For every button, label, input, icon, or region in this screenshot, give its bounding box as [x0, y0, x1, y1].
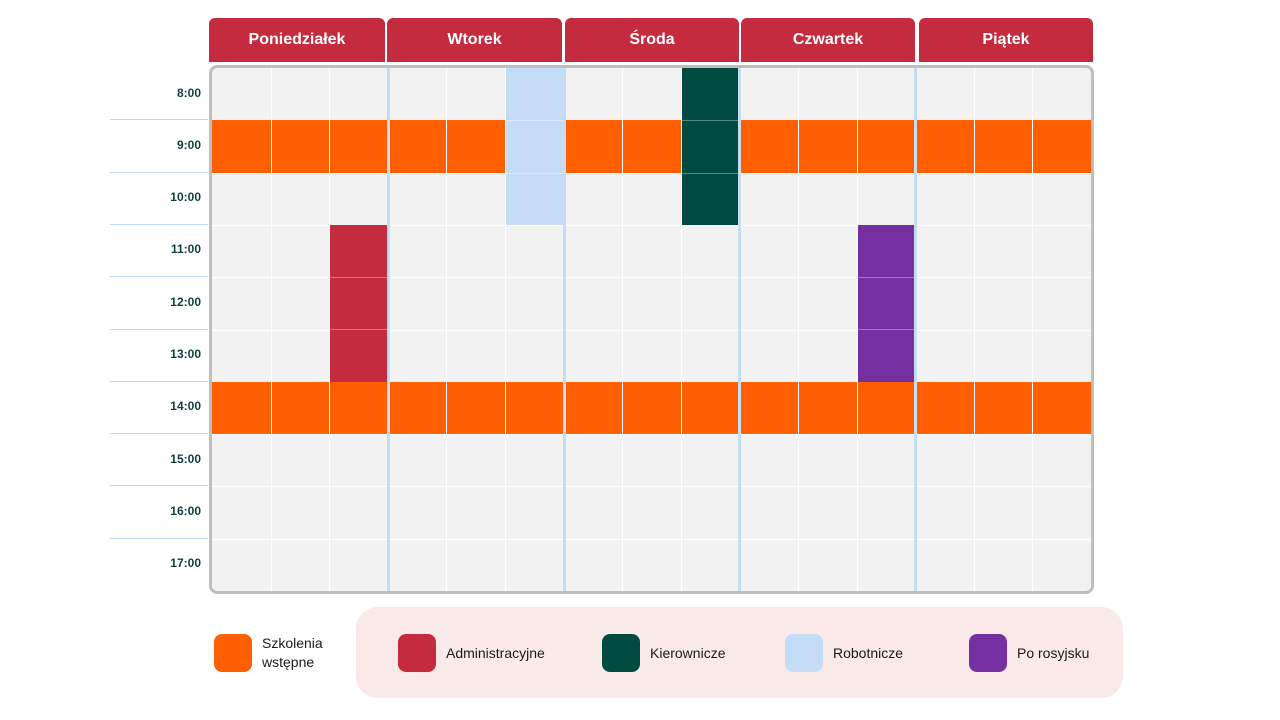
time-separator	[110, 485, 208, 487]
legend-item-robotnicze: Robotnicze	[785, 634, 903, 672]
block-segment-line	[680, 172, 740, 174]
event-block-szkolenia[interactable]	[212, 120, 1091, 173]
time-label: 17:00	[170, 556, 201, 571]
time-label: 11:00	[170, 242, 201, 257]
day-header-1: Wtorek	[387, 18, 562, 62]
day-divider	[914, 68, 918, 591]
grid-row-line	[212, 277, 1091, 279]
legend-label: Administracyjne	[446, 644, 545, 661]
grid-col-line	[798, 68, 799, 591]
grid-col-line	[856, 68, 858, 591]
time-label: 16:00	[170, 503, 201, 518]
event-block-po_rosyjsku[interactable]	[856, 224, 916, 382]
legend-swatch-icon	[398, 634, 436, 672]
time-label: 10:00	[170, 190, 201, 205]
day-header-0: Poniedziałek	[209, 18, 385, 62]
block-segment-line	[856, 277, 916, 279]
legend-item-kierownicze: Kierownicze	[602, 634, 725, 672]
grid-col-line	[973, 68, 975, 591]
grid-row-line	[212, 224, 1091, 226]
time-separator	[110, 119, 208, 121]
grid-row-line	[212, 486, 1091, 488]
grid-row-line	[212, 172, 1091, 174]
legend-swatch-icon	[785, 634, 823, 672]
block-segment-line	[505, 120, 564, 122]
time-separator	[110, 380, 208, 382]
grid-col-line	[446, 68, 448, 591]
time-label: 8:00	[176, 85, 201, 100]
legend-label: Szkolenia wstępne	[262, 635, 323, 670]
time-label: 9:00	[176, 137, 201, 152]
legend-label: Robotnicze	[833, 644, 904, 661]
grid-col-line	[680, 68, 682, 591]
event-block-szkolenia[interactable]	[212, 381, 1091, 435]
grid-row-line	[212, 538, 1091, 540]
block-segment-line	[680, 120, 740, 122]
grid-col-line	[505, 68, 506, 591]
grid-col-line	[1032, 68, 1034, 591]
block-segment-line	[856, 329, 916, 331]
day-header-4: Piątek	[919, 18, 1093, 62]
time-label: 12:00	[170, 294, 201, 309]
event-block-robotnicze[interactable]	[505, 68, 564, 225]
legend-swatch-icon	[214, 634, 252, 672]
time-separator	[110, 171, 208, 173]
grid-col-line	[270, 68, 272, 591]
time-label: 15:00	[170, 451, 201, 466]
grid-col-line	[622, 68, 624, 591]
block-segment-line	[329, 277, 388, 279]
time-separator	[110, 328, 208, 330]
legend-item-administracyjne: Administracyjne	[398, 634, 545, 672]
time-separator	[110, 276, 208, 278]
block-segment-line	[505, 172, 564, 174]
grid-row-line	[212, 329, 1091, 331]
event-block-kierownicze[interactable]	[680, 68, 740, 225]
legend-swatch-icon	[602, 634, 640, 672]
time-label: 14:00	[170, 399, 201, 414]
legend-label: Po rosyjsku	[1017, 644, 1090, 661]
day-divider	[738, 68, 742, 591]
time-separator	[110, 537, 208, 539]
time-separator	[110, 433, 208, 435]
time-separator	[110, 223, 208, 225]
legend-item-po_rosyjsku: Po rosyjsku	[969, 634, 1089, 672]
block-segment-line	[329, 329, 388, 331]
grid-col-line	[329, 68, 331, 591]
day-divider	[562, 68, 566, 591]
timetable-grid	[209, 65, 1094, 594]
time-label: 13:00	[170, 347, 201, 361]
day-header-3: Czwartek	[741, 18, 915, 62]
legend-label: Kierownicze	[650, 644, 726, 661]
grid-row-line	[212, 434, 1091, 436]
day-divider	[386, 68, 390, 591]
day-header-2: Środa	[565, 18, 739, 62]
legend-swatch-icon	[969, 634, 1007, 672]
event-block-administracyjne[interactable]	[329, 224, 388, 382]
legend-item-szkolenia: Szkolenia wstępne	[214, 634, 323, 672]
